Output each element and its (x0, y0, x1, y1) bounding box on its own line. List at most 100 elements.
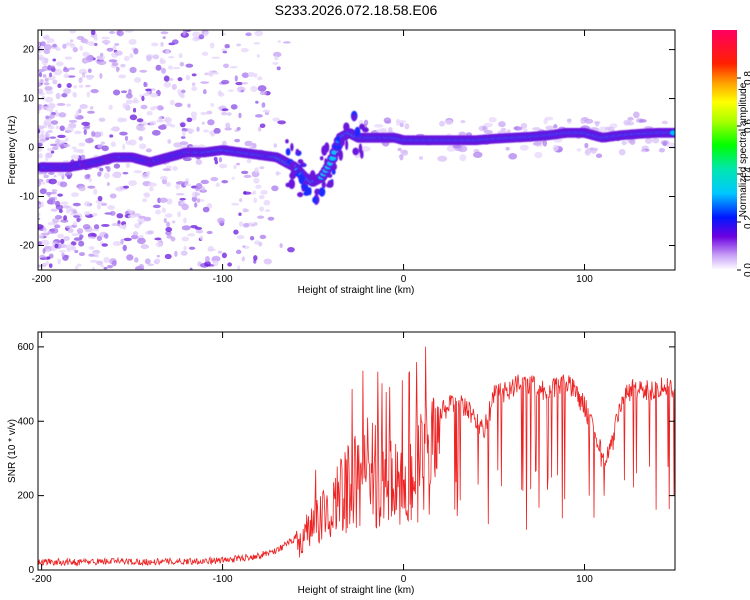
noise-speck (180, 122, 186, 128)
ridge-blob (295, 148, 300, 155)
noise-speck (45, 96, 54, 103)
noise-speck (174, 250, 178, 257)
noise-speck (245, 32, 252, 37)
noise-speck (57, 193, 63, 197)
noise-speck (81, 105, 87, 109)
noise-speck (116, 213, 124, 219)
ridge-blob (301, 162, 306, 167)
noise-speck (123, 185, 130, 189)
noise-speck (122, 102, 128, 109)
noise-speck (67, 228, 74, 233)
noise-speck (68, 67, 76, 71)
noise-speck (103, 266, 108, 270)
noise-speck (124, 135, 129, 142)
noise-speck (241, 82, 249, 85)
noise-speck (140, 121, 148, 126)
noise-speck (225, 122, 231, 129)
ridge-blob (351, 114, 357, 122)
noise-speck (632, 111, 640, 119)
noise-speck (152, 204, 161, 209)
noise-speck (57, 134, 66, 139)
noise-speck (144, 258, 151, 265)
noise-speck (195, 229, 204, 234)
ridge-blob (360, 149, 364, 159)
noise-speck (154, 237, 162, 241)
noise-speck (64, 56, 73, 60)
noise-speck (39, 106, 49, 110)
noise-speck (522, 128, 528, 133)
noise-speck (519, 144, 529, 151)
noise-speck (259, 123, 266, 128)
noise-speck (180, 89, 186, 94)
noise-speck (257, 126, 262, 132)
noise-speck (91, 131, 96, 137)
noise-speck (233, 164, 237, 170)
noise-speck (49, 114, 55, 119)
noise-speck (50, 67, 56, 73)
ridge-blob (331, 163, 338, 171)
noise-speck (45, 156, 49, 161)
noise-speck (249, 236, 255, 241)
noise-speck (66, 248, 71, 252)
noise-speck (79, 45, 83, 51)
figure-title: S233.2026.072.18.58.E06 (274, 2, 438, 18)
noise-speck (203, 129, 210, 133)
noise-speck (652, 137, 660, 144)
noise-speck (194, 202, 198, 208)
noise-speck (259, 234, 267, 240)
noise-speck (104, 42, 108, 46)
noise-speck (188, 128, 195, 133)
noise-speck (121, 90, 128, 94)
noise-speck (221, 108, 229, 112)
noise-speck (49, 72, 53, 78)
noise-speck (360, 146, 371, 152)
noise-speck (99, 72, 103, 79)
y-tick-label: -20 (20, 241, 35, 252)
noise-speck (179, 61, 185, 67)
noise-speck (156, 254, 161, 258)
noise-speck (38, 233, 44, 239)
noise-speck (129, 53, 134, 59)
ridge-blob (307, 187, 312, 196)
noise-speck (235, 81, 243, 86)
noise-speck (151, 42, 159, 47)
noise-speck (173, 142, 182, 148)
noise-speck (272, 117, 280, 122)
noise-speck (658, 147, 666, 153)
noise-speck (128, 39, 137, 45)
noise-speck (208, 71, 214, 77)
noise-speck (155, 64, 162, 71)
ridge-blob (331, 168, 336, 175)
x-tick-label: 100 (576, 274, 593, 285)
noise-speck (46, 105, 50, 112)
noise-speck (120, 63, 126, 68)
noise-speck (43, 245, 53, 252)
noise-speck (256, 54, 260, 58)
noise-speck (200, 81, 210, 84)
noise-speck (81, 121, 91, 126)
noise-speck (105, 166, 109, 169)
noise-speck (139, 143, 147, 150)
noise-speck (110, 127, 118, 132)
noise-speck (383, 117, 392, 124)
noise-speck (90, 30, 96, 36)
noise-speck (181, 236, 190, 242)
noise-speck (87, 110, 95, 114)
x-tick-label: -100 (213, 274, 233, 285)
noise-speck (78, 68, 88, 75)
noise-speck (73, 215, 81, 218)
noise-speck (187, 103, 191, 108)
noise-speck (273, 143, 278, 148)
noise-speck (106, 47, 114, 52)
noise-speck (88, 253, 95, 257)
noise-speck (171, 83, 177, 90)
noise-speck (100, 264, 104, 268)
noise-speck (89, 106, 94, 110)
y-tick-label: 0 (28, 565, 34, 576)
noise-speck (47, 198, 56, 205)
noise-speck (73, 237, 83, 241)
noise-speck (201, 186, 206, 192)
noise-speck (45, 131, 49, 138)
noise-speck (206, 110, 213, 115)
noise-speck (52, 58, 57, 62)
